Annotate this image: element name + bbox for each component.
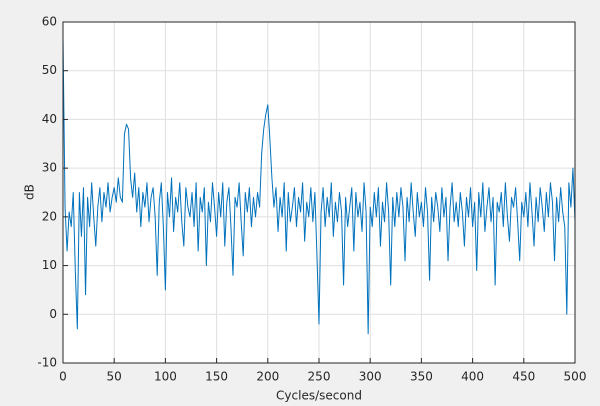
x-tick-label: 150 (205, 370, 228, 384)
y-tick-label: 20 (42, 209, 57, 223)
y-tick-label: -10 (37, 356, 57, 370)
y-tick-label: 10 (42, 258, 57, 272)
y-tick-label: 30 (42, 161, 57, 175)
x-tick-label: 250 (308, 370, 331, 384)
x-tick-label: 500 (564, 370, 587, 384)
y-axis-label: dB (23, 184, 37, 200)
y-tick-label: 60 (42, 15, 57, 29)
x-axis-label: Cycles/second (276, 389, 362, 403)
x-tick-label: 100 (154, 370, 177, 384)
data-line (62, 36, 576, 335)
x-tick-label: 300 (359, 370, 382, 384)
x-tick-label: 0 (59, 370, 67, 384)
x-tick-label: 350 (410, 370, 433, 384)
y-tick-label: 0 (49, 307, 57, 321)
x-tick-label: 50 (107, 370, 122, 384)
x-tick-label: 450 (512, 370, 535, 384)
y-tick-label: 50 (42, 63, 57, 77)
x-tick-label: 400 (461, 370, 484, 384)
x-tick-label: 200 (256, 370, 279, 384)
y-tick-label: 40 (42, 112, 57, 126)
